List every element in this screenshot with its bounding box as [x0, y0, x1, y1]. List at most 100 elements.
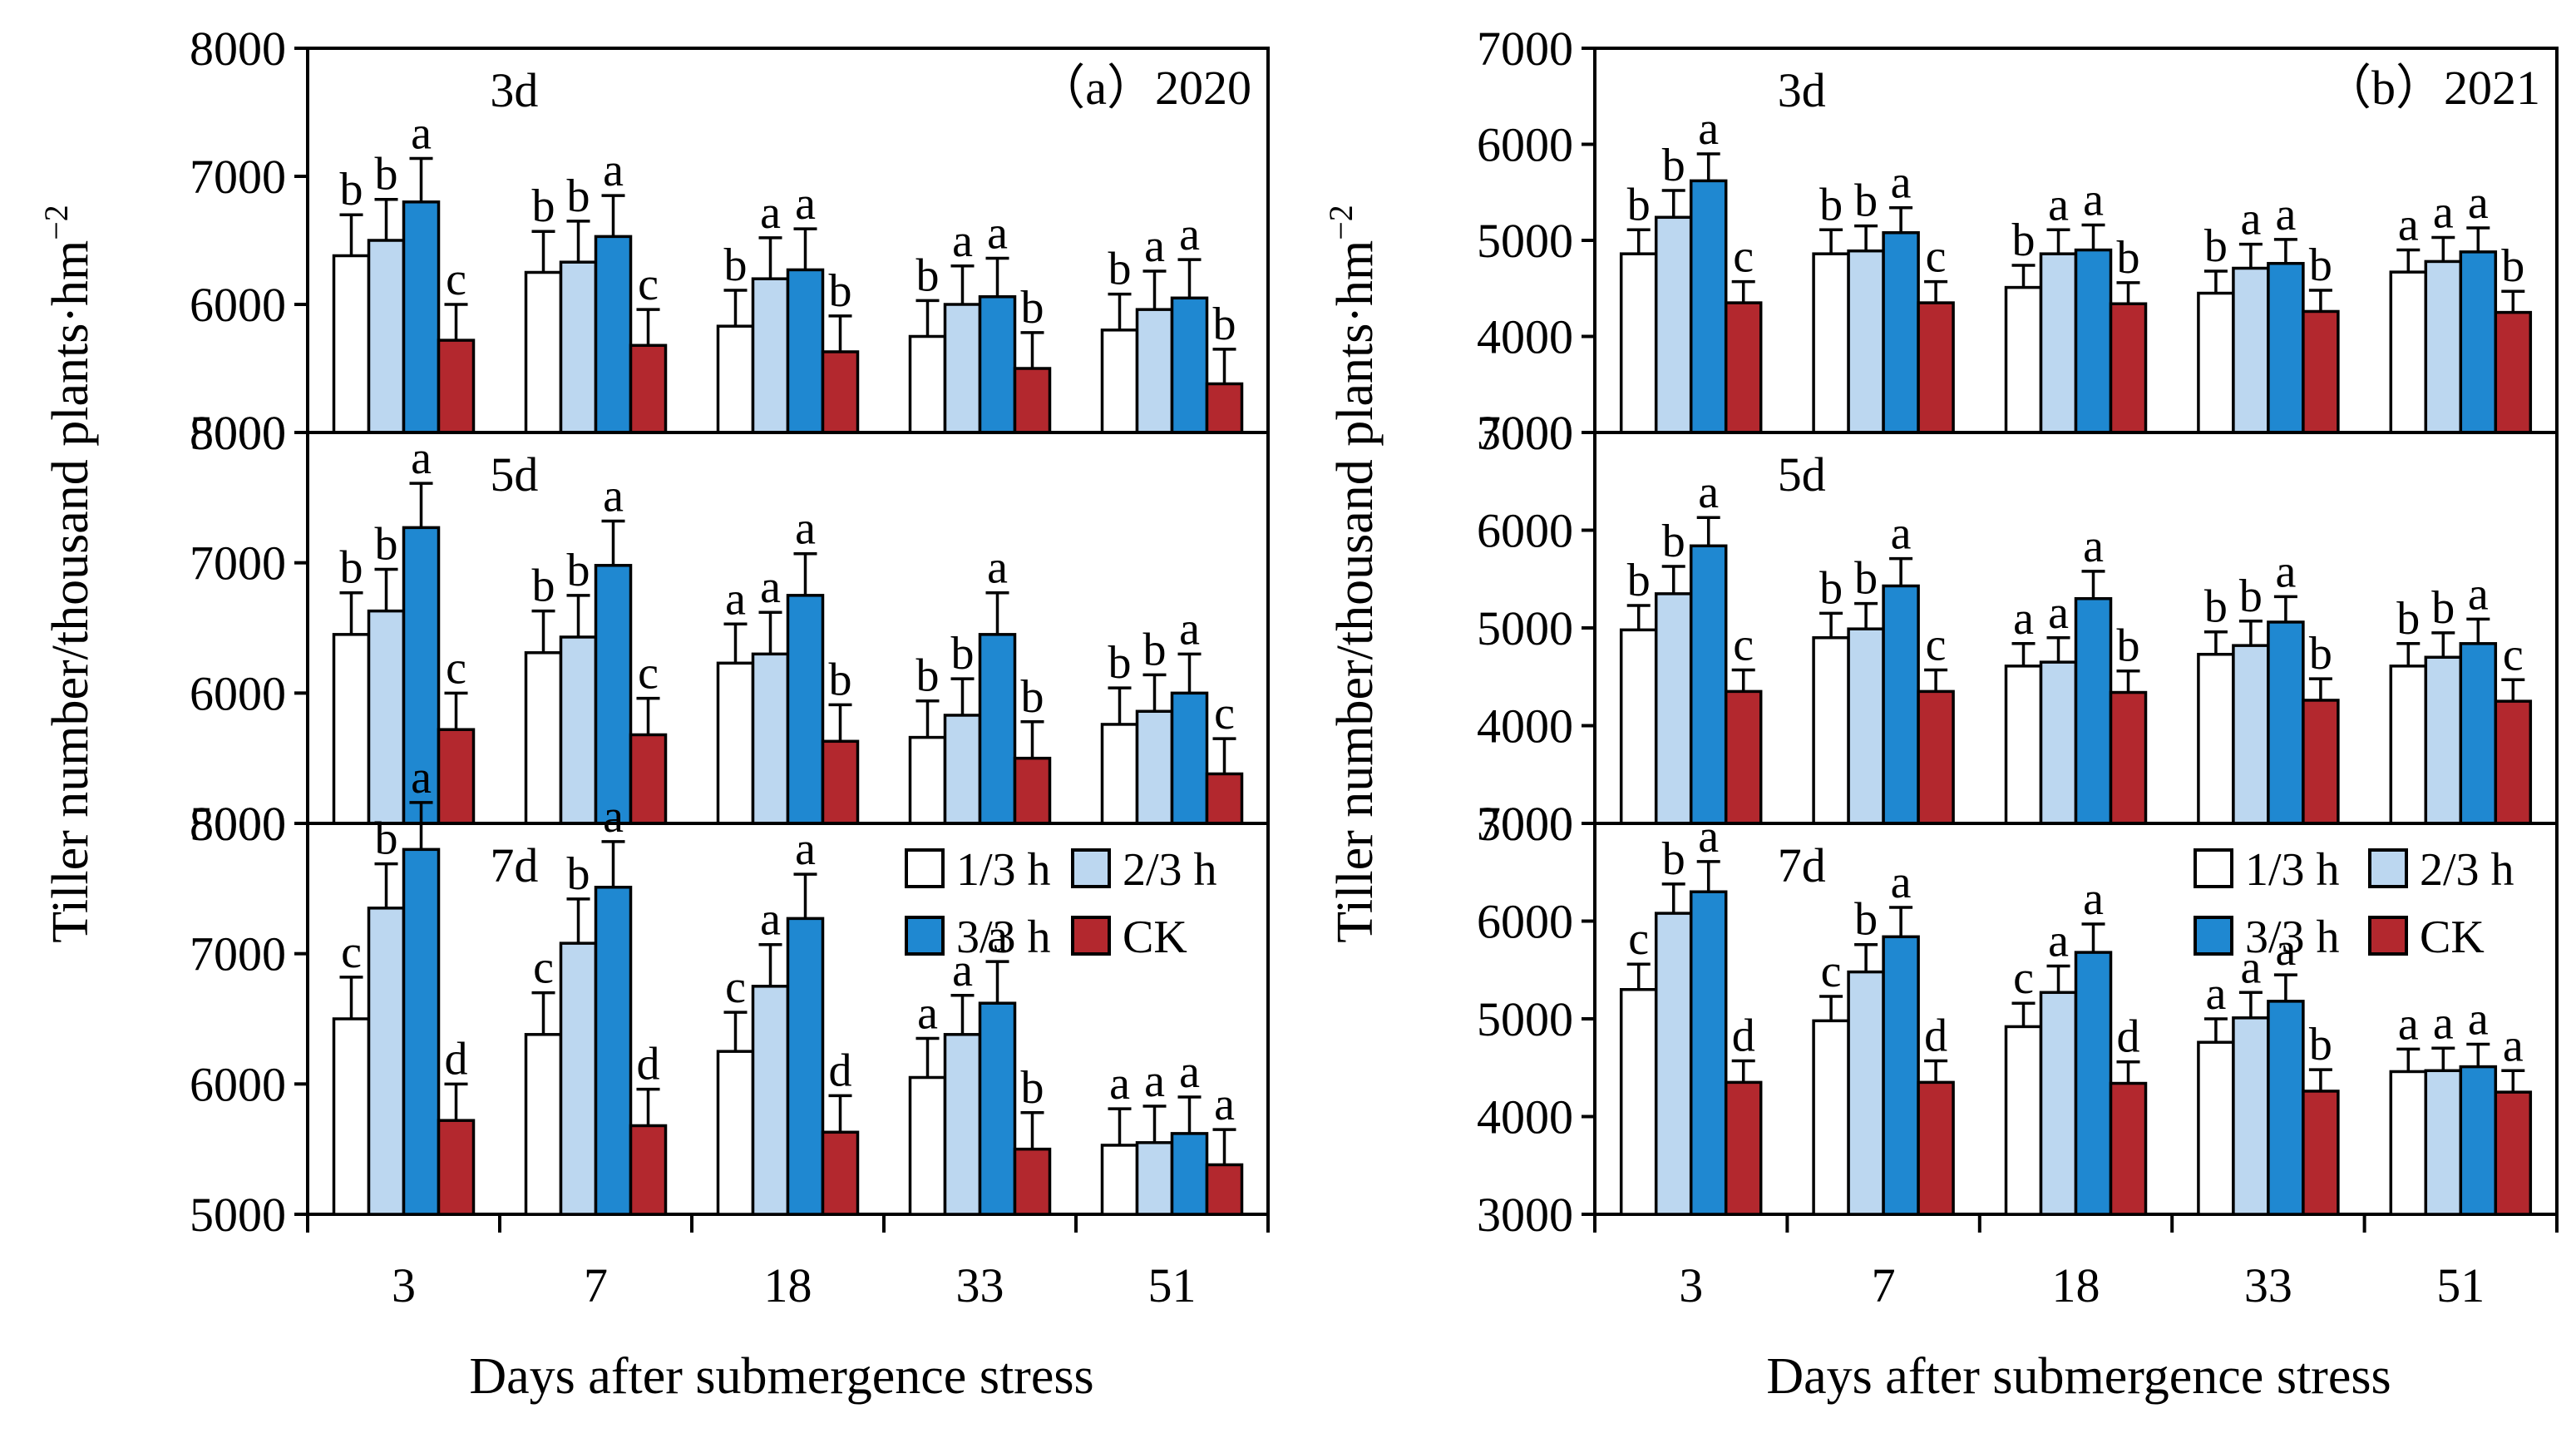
x-tick-label: 51 — [2436, 1258, 2485, 1312]
bar-CK-51 — [2494, 310, 2533, 434]
significance-letter: b — [532, 561, 555, 612]
significance-letter: a — [2083, 521, 2104, 572]
bar-CK-33 — [1013, 756, 1052, 825]
significance-letter: a — [1698, 103, 1719, 155]
significance-letter: a — [2275, 546, 2296, 597]
legend-label-1-3h: 1/3 h — [2245, 844, 2340, 896]
bar-33h-33 — [2267, 261, 2305, 434]
y-tick-label: 3000 — [1477, 797, 1573, 851]
significance-letter: a — [1144, 220, 1165, 272]
significance-letter: a — [760, 187, 781, 239]
bar-23h-18 — [751, 985, 790, 1216]
y-axis-title-b: Tiller number/thousand plants·hm−2 — [1322, 205, 1384, 943]
bar-23h-3 — [1654, 912, 1693, 1216]
significance-letter: b — [567, 545, 590, 596]
legend-label-2-3h: 2/3 h — [1123, 844, 1217, 896]
subplot-label: 7d — [490, 838, 538, 892]
significance-letter: a — [603, 145, 624, 196]
significance-letter: b — [1819, 179, 1843, 230]
subplot-label: 7d — [1778, 838, 1826, 892]
significance-letter: b — [1143, 624, 1167, 675]
bar-13h-18 — [2004, 665, 2043, 825]
bar-33h-3 — [402, 848, 441, 1216]
bar-33h-51 — [1170, 296, 1209, 434]
significance-letter: a — [952, 215, 973, 267]
bar-23h-33 — [943, 1033, 982, 1216]
significance-letter: a — [1891, 857, 1912, 908]
significance-letter: c — [1733, 231, 1754, 283]
significance-letter: b — [2117, 232, 2140, 284]
y-tick-label: 5000 — [190, 797, 286, 851]
significance-letter: a — [2048, 916, 2069, 967]
significance-letter: a — [1214, 1079, 1235, 1130]
significance-letter: a — [1179, 1046, 1200, 1098]
bar-33h-33 — [2267, 620, 2305, 825]
y-tick-label: 7000 — [190, 150, 286, 204]
y-tick-label: 7000 — [1477, 406, 1573, 460]
bar-CK-51 — [1205, 772, 1244, 825]
bar-13h-18 — [2004, 285, 2043, 434]
significance-letter: b — [1854, 175, 1878, 227]
significance-letter: c — [638, 648, 659, 699]
bar-23h-33 — [2232, 1016, 2270, 1216]
significance-letter: d — [445, 1033, 468, 1085]
bar-33h-3 — [402, 200, 441, 434]
legend-swatch-ck — [1071, 916, 1111, 956]
bar-13h-18 — [716, 661, 755, 825]
significance-letter: a — [2048, 587, 2069, 639]
bar-23h-51 — [1135, 308, 1174, 434]
bar-33h-3 — [1689, 544, 1728, 825]
bar-23h-51 — [2424, 259, 2463, 434]
significance-letter: a — [411, 107, 432, 159]
y-tick-label: 6000 — [1477, 504, 1573, 558]
y-tick-label: 8000 — [190, 797, 286, 851]
significance-letter: c — [1926, 620, 1947, 671]
significance-letter: b — [951, 628, 975, 679]
significance-letter: a — [1144, 1055, 1165, 1107]
bar-23h-7 — [1847, 249, 1885, 434]
significance-letter: a — [1698, 811, 1719, 862]
bar-23h-33 — [2232, 266, 2270, 434]
significance-letter: b — [1627, 555, 1651, 606]
significance-letter: c — [1926, 231, 1947, 283]
bar-23h-18 — [751, 652, 790, 825]
significance-letter: a — [1109, 1058, 1130, 1109]
y-tick-label: 6000 — [1477, 895, 1573, 949]
bar-CK-7 — [1917, 1080, 1955, 1216]
bar-CK-33 — [2302, 699, 2340, 825]
bar-13h-33 — [2197, 652, 2235, 825]
bar-CK-7 — [629, 733, 668, 825]
significance-letter: c — [446, 642, 466, 694]
x-tick-label: 3 — [1679, 1258, 1703, 1312]
bar-23h-3 — [1654, 592, 1693, 825]
significance-letter: c — [533, 942, 554, 994]
y-tick-label: 8000 — [190, 22, 286, 76]
bar-33h-3 — [1689, 179, 1728, 434]
bar-33h-33 — [2267, 1000, 2305, 1216]
bar-CK-33 — [1013, 367, 1052, 434]
x-axis-title-a: Days after submergence stress — [469, 1348, 1093, 1405]
bar-33h-18 — [2074, 951, 2113, 1216]
y-tick-label: 3000 — [1477, 1188, 1573, 1242]
significance-letter: b — [1662, 140, 1685, 191]
significance-letter: b — [2204, 581, 2228, 633]
legend-label-ck: CK — [2420, 912, 2485, 963]
bar-CK-51 — [1205, 1163, 1244, 1216]
significance-letter: b — [1819, 562, 1843, 614]
significance-letter: a — [760, 561, 781, 613]
bar-23h-33 — [943, 714, 982, 825]
significance-letter: b — [2117, 620, 2140, 672]
significance-letter: b — [829, 265, 852, 317]
significance-letter: b — [567, 848, 590, 900]
significance-letter: c — [341, 927, 362, 978]
bar-13h-18 — [716, 324, 755, 434]
bar-13h-18 — [2004, 1025, 2043, 1216]
bar-CK-3 — [437, 339, 476, 434]
bar-33h-51 — [2459, 1065, 2498, 1216]
bar-33h-18 — [786, 917, 825, 1216]
significance-letter: a — [2433, 187, 2454, 239]
bar-13h-7 — [1812, 1019, 1850, 1216]
